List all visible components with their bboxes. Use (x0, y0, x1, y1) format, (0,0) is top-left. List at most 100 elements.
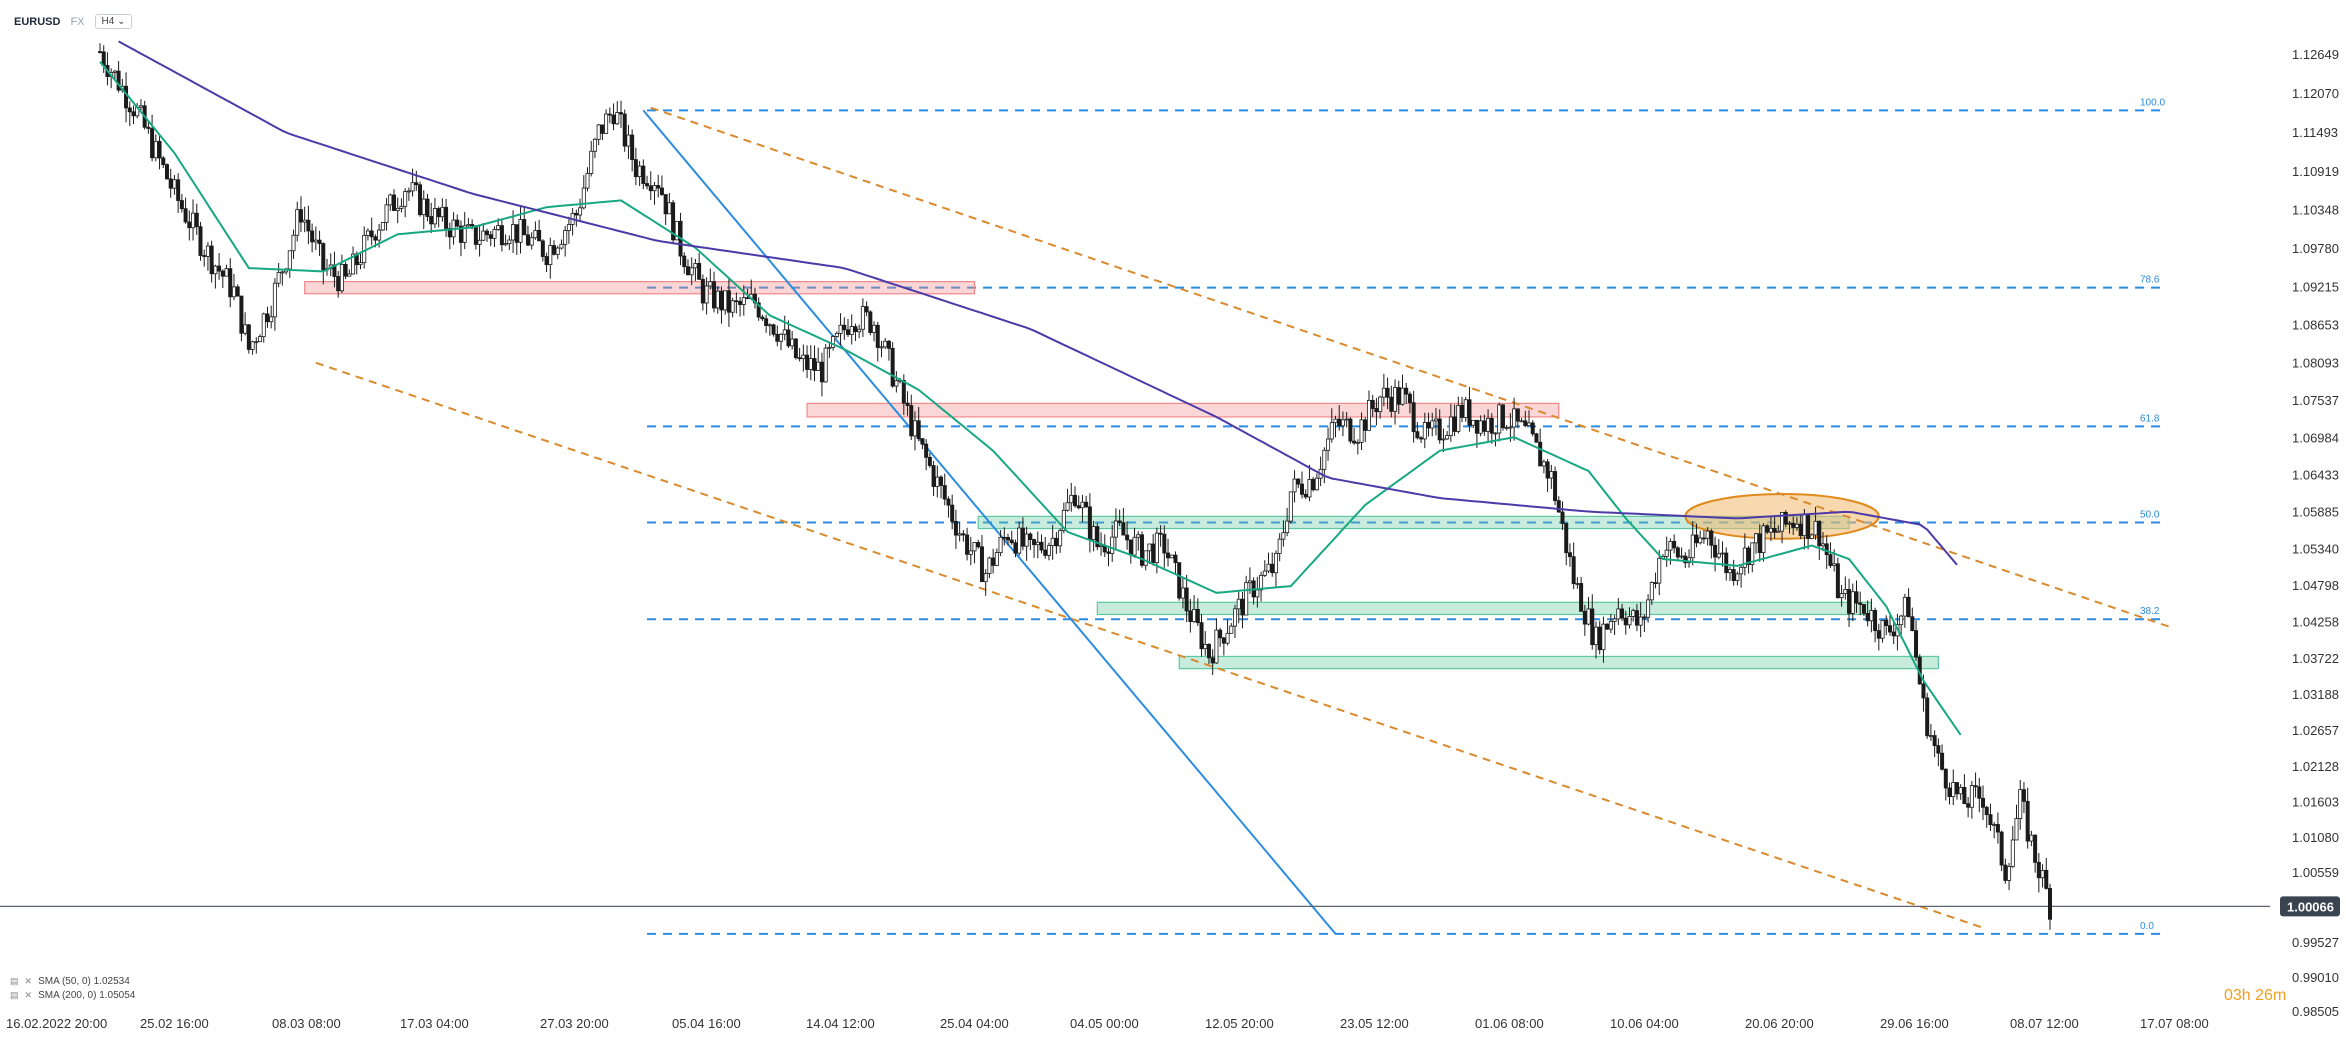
candle-body (559, 243, 564, 249)
candle-body (965, 534, 970, 555)
candle-body (1768, 527, 1773, 533)
candle-body (436, 208, 441, 218)
chevron-down-icon: ⌄ (117, 16, 126, 27)
candle-body (1887, 625, 1892, 633)
candle-body (1445, 435, 1450, 440)
candle-body (358, 262, 363, 266)
trend-line (642, 109, 1337, 935)
candle-body (380, 222, 385, 231)
candle-body (950, 504, 955, 522)
candle-body (767, 324, 772, 327)
candle-body (797, 357, 802, 360)
candle-body (485, 230, 490, 236)
candle-body (1709, 530, 1714, 546)
price-tick-label: 1.05885 (2292, 505, 2339, 520)
candle-body (1698, 537, 1703, 544)
candle-body (764, 318, 769, 326)
candle-body (1262, 570, 1267, 576)
candle-body (808, 358, 813, 370)
candle-body (637, 165, 642, 178)
candle-body (879, 346, 884, 349)
candle-body (1300, 483, 1305, 495)
candle-body (1370, 399, 1375, 409)
candle-body (1363, 419, 1368, 431)
candle-body (287, 250, 292, 270)
candle-body (633, 159, 638, 178)
candle-body (1400, 387, 1405, 405)
candle-body (298, 209, 303, 223)
candle-body (927, 456, 932, 466)
candle-body (1054, 537, 1059, 547)
price-tick-label: 1.06433 (2292, 468, 2339, 483)
candle-body (1527, 422, 1532, 427)
candle-body (674, 220, 679, 241)
candle-body (313, 239, 318, 243)
candle-body (823, 347, 828, 383)
candle-body (1731, 569, 1736, 581)
candle-body (280, 271, 285, 274)
candle-body (499, 225, 504, 246)
price-tick-label: 1.03188 (2292, 687, 2339, 702)
candle-body (447, 228, 452, 238)
price-tick-label: 1.10919 (2292, 164, 2339, 179)
candle-body (2003, 864, 2008, 881)
candle-body (112, 70, 117, 73)
price-axis[interactable]: 1.12649 1.12070 1.11493 1.10919 1.10348 1.097… (2280, 47, 2340, 1019)
candle-body (552, 245, 557, 255)
candlestick-series (98, 43, 2052, 930)
candle-body (1906, 596, 1911, 618)
candle-body (630, 134, 635, 161)
candle-body (1932, 735, 1937, 747)
price-tick-label: 1.07537 (2292, 393, 2339, 408)
candle-body (1292, 478, 1297, 493)
settings-icon[interactable]: ▤ (10, 976, 19, 986)
candle-body (1110, 536, 1115, 554)
settings-icon[interactable]: ▤ (10, 990, 19, 1000)
candle-body (1061, 509, 1066, 531)
candle-body (1221, 637, 1226, 644)
candle-body (1761, 525, 1766, 553)
time-axis[interactable]: 16.02.2022 20:00 25.02 16:00 08.03 08:00 17… (6, 1016, 2209, 1031)
candle-body (648, 185, 653, 192)
candle-body (1467, 399, 1472, 426)
current-price-tag (2280, 896, 2340, 917)
candle-body (1158, 532, 1163, 535)
symbol-label[interactable]: EURUSD (14, 15, 61, 28)
candle-body (1947, 787, 1952, 798)
channel-line (315, 361, 1984, 929)
candle-body (1478, 420, 1483, 434)
candle-body (1664, 549, 1669, 557)
candle-body (1627, 616, 1632, 626)
candle-body (1017, 527, 1022, 554)
price-tick-label: 0.98505 (2292, 1004, 2339, 1019)
close-icon[interactable]: ✕ (24, 990, 33, 1000)
candle-body (477, 239, 482, 245)
fib-level-label: 38.2 (2140, 606, 2160, 617)
timeframe-label: H4 (101, 16, 115, 27)
candle-body (161, 157, 166, 166)
candle-body (671, 202, 676, 241)
candle-body (801, 354, 806, 360)
candle-body (1255, 589, 1260, 598)
candle-body (1389, 396, 1394, 412)
candle-body (511, 224, 516, 241)
candle-body (689, 267, 694, 276)
sma200-legend[interactable]: ▤ ✕ SMA (200, 0) 1.05054 (10, 990, 135, 1001)
candle-body (1322, 449, 1327, 470)
timeframe-selector[interactable]: H4 ⌄ (94, 14, 133, 29)
sma50-legend[interactable]: ▤ ✕ SMA (50, 0) 1.02534 (10, 976, 130, 987)
candle-body (1043, 549, 1048, 556)
candle-body (1802, 513, 1807, 537)
candle-body (1366, 399, 1371, 431)
candle-body (470, 224, 475, 227)
candle-body (715, 290, 720, 309)
candle-body (1854, 591, 1859, 604)
candle-body (1943, 768, 1948, 789)
candle-body (1311, 478, 1316, 491)
candle-body (1776, 530, 1781, 533)
candle-body (1139, 534, 1144, 566)
candle-body (1080, 501, 1085, 509)
close-icon[interactable]: ✕ (24, 976, 33, 986)
candle-body (712, 281, 717, 309)
